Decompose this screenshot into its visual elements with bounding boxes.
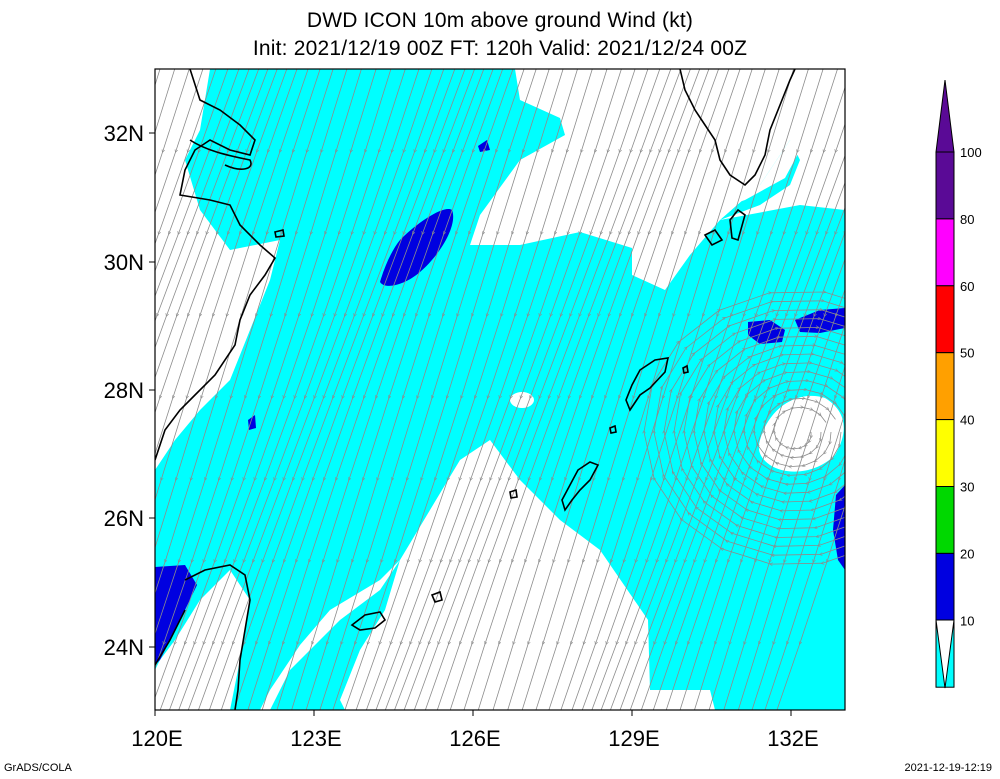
lon-tick-label: 120E [131, 726, 182, 751]
legend-level-label: 20 [960, 546, 974, 561]
lon-tick-label: 123E [290, 726, 341, 751]
lon-tick-label: 132E [767, 726, 818, 751]
streamline [764, 69, 845, 710]
miyako-island-outline [430, 590, 443, 603]
yangtze-estuary-coast [189, 139, 252, 170]
generation-timestamp: 2021-12-19-12:19 [904, 762, 992, 774]
lon-tick-label: 129E [608, 726, 659, 751]
color-legend: 100 80 60 50 40 30 20 10 [935, 79, 982, 689]
streamline [751, 69, 845, 710]
legend-color-box [935, 552, 955, 621]
legend-bottom-triangle [935, 619, 955, 689]
lat-tick-label: 26N [104, 506, 144, 531]
small-island-outline [274, 229, 285, 238]
legend-color-box [935, 151, 955, 220]
okinawa-island-outline [561, 461, 600, 512]
map-subtitle: Init: 2021/12/19 00Z FT: 120h Valid: 202… [252, 37, 748, 60]
lat-tick-label: 24N [104, 635, 144, 660]
coastlines [155, 69, 796, 710]
legend-level-label: 50 [960, 346, 974, 361]
small-island-outline [682, 364, 689, 374]
streamlines [155, 69, 845, 710]
china-coastline [155, 69, 277, 461]
yaeyama-islands-outline [350, 611, 387, 631]
map-title: DWD ICON 10m above ground Wind (kt) [306, 9, 694, 32]
lon-tick-label: 126E [449, 726, 500, 751]
streamline [776, 69, 845, 710]
lat-tick-label: 30N [104, 250, 144, 275]
legend-top-triangle [935, 79, 955, 153]
amami-island-outline [625, 357, 670, 412]
lat-tick-label: 32N [104, 121, 144, 146]
kyushu-coastline [679, 69, 796, 187]
cyclone-streamline [644, 292, 845, 564]
legend-level-label: 60 [960, 279, 974, 294]
legend-level-label: 30 [960, 480, 974, 495]
taiwan-coastline [155, 564, 251, 710]
software-credit: GrADS/COLA [4, 762, 72, 774]
small-island-outline [609, 424, 617, 434]
streamline [155, 69, 176, 134]
calm-patch-south [385, 615, 580, 710]
legend-level-label: 40 [960, 413, 974, 428]
legend-color-box [935, 486, 955, 554]
legend-level-label: 80 [960, 212, 974, 227]
map-plot-area [155, 69, 845, 710]
legend-color-box [935, 419, 955, 488]
lat-tick-label: 28N [104, 378, 144, 403]
legend-level-label: 10 [960, 613, 974, 628]
legend-level-label: 100 [960, 145, 982, 160]
latitude-axis: 32N 30N 28N 26N 24N [104, 121, 155, 660]
legend-color-box [935, 352, 955, 421]
small-island-outline [509, 488, 518, 499]
tanegashima-outline [703, 208, 746, 247]
longitude-axis: 120E 123E 126E 129E 132E [131, 710, 819, 751]
legend-color-box [935, 285, 955, 354]
legend-color-box [935, 218, 955, 287]
